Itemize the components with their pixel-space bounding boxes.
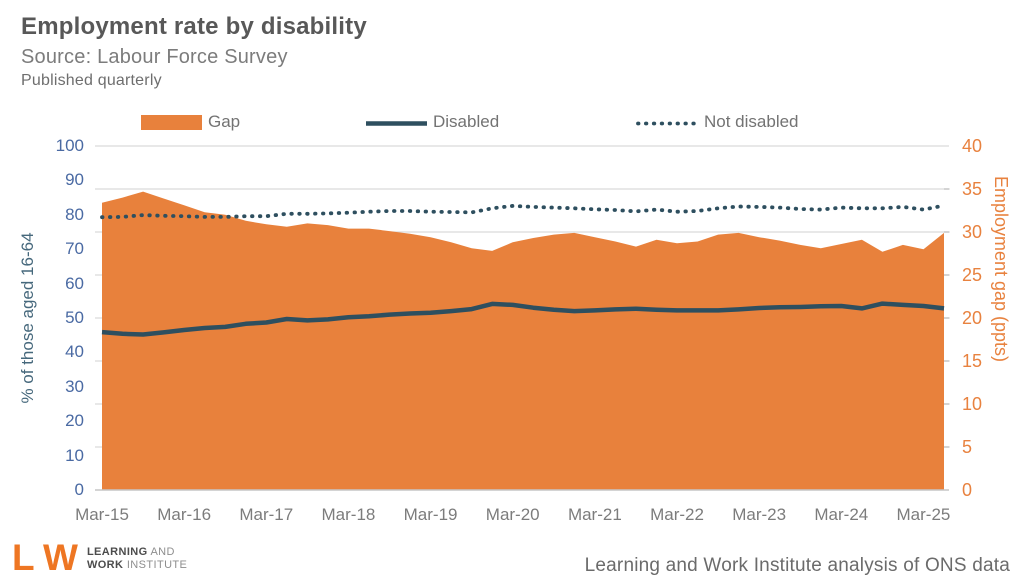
x-axis-tick: Mar-25 — [896, 505, 951, 524]
x-axis-tick: Mar-21 — [567, 505, 622, 524]
left-axis-tick: 70 — [65, 239, 84, 259]
legend-label-not-disabled: Not disabled — [704, 112, 799, 131]
right-axis-tick: 0 — [962, 480, 973, 500]
lw-logo-mark: L&W — [12, 537, 78, 578]
right-axis-tick: 25 — [962, 265, 983, 285]
lw-logo-wordmark: LEARNING AND WORK INSTITUTE — [86, 546, 188, 571]
chart-source: Source: Labour Force Survey — [21, 46, 288, 68]
left-axis-tick: 0 — [74, 480, 84, 499]
x-axis-tick: Mar-23 — [732, 505, 787, 524]
x-axis-tick: Mar-15 — [75, 505, 129, 524]
x-axis-tick: Mar-20 — [485, 505, 540, 524]
right-axis-tick: 40 — [962, 136, 983, 156]
x-axis-tick: Mar-19 — [403, 505, 458, 524]
left-axis-tick: 90 — [65, 170, 84, 190]
x-axis-tick: Mar-18 — [321, 505, 376, 524]
disabled-line — [101, 301, 945, 337]
left-axis-tick: 60 — [65, 273, 84, 293]
left-axis-tick: 100 — [55, 136, 84, 155]
x-axis-tick: Mar-16 — [157, 505, 212, 524]
left-axis-tick: 40 — [65, 342, 84, 362]
left-axis-tick: 10 — [65, 445, 84, 465]
gap-area — [102, 191, 944, 490]
legend-label-gap: Gap — [208, 112, 241, 131]
right-axis-tick: 35 — [962, 179, 983, 199]
x-axis-tick: Mar-17 — [239, 505, 294, 524]
left-axis-title: % of those aged 16-64 — [18, 232, 37, 404]
not-disabled-line — [100, 203, 946, 220]
legend-label-disabled: Disabled — [433, 112, 500, 131]
footer-caption: Learning and Work Institute analysis of … — [584, 555, 1010, 576]
left-axis-tick: 80 — [65, 204, 84, 224]
left-axis-tick: 50 — [65, 308, 84, 327]
chart-frequency: Published quarterly — [21, 72, 162, 89]
right-axis-tick: 15 — [962, 351, 983, 371]
right-axis-tick: 20 — [962, 308, 983, 328]
left-axis-tick: 20 — [65, 411, 84, 431]
lw-logo: L&W LEARNING AND WORK INSTITUTE — [12, 538, 187, 580]
x-axis-tick: Mar-22 — [650, 505, 704, 524]
legend-gap-swatch — [141, 115, 202, 130]
x-axis-tick: Mar-24 — [814, 505, 869, 524]
left-axis-tick: 30 — [65, 376, 84, 396]
right-axis-tick: 10 — [962, 394, 983, 414]
right-axis-tick: 5 — [962, 437, 973, 457]
right-axis-tick: 30 — [962, 222, 983, 242]
page-title: Employment rate by disability — [21, 13, 367, 40]
